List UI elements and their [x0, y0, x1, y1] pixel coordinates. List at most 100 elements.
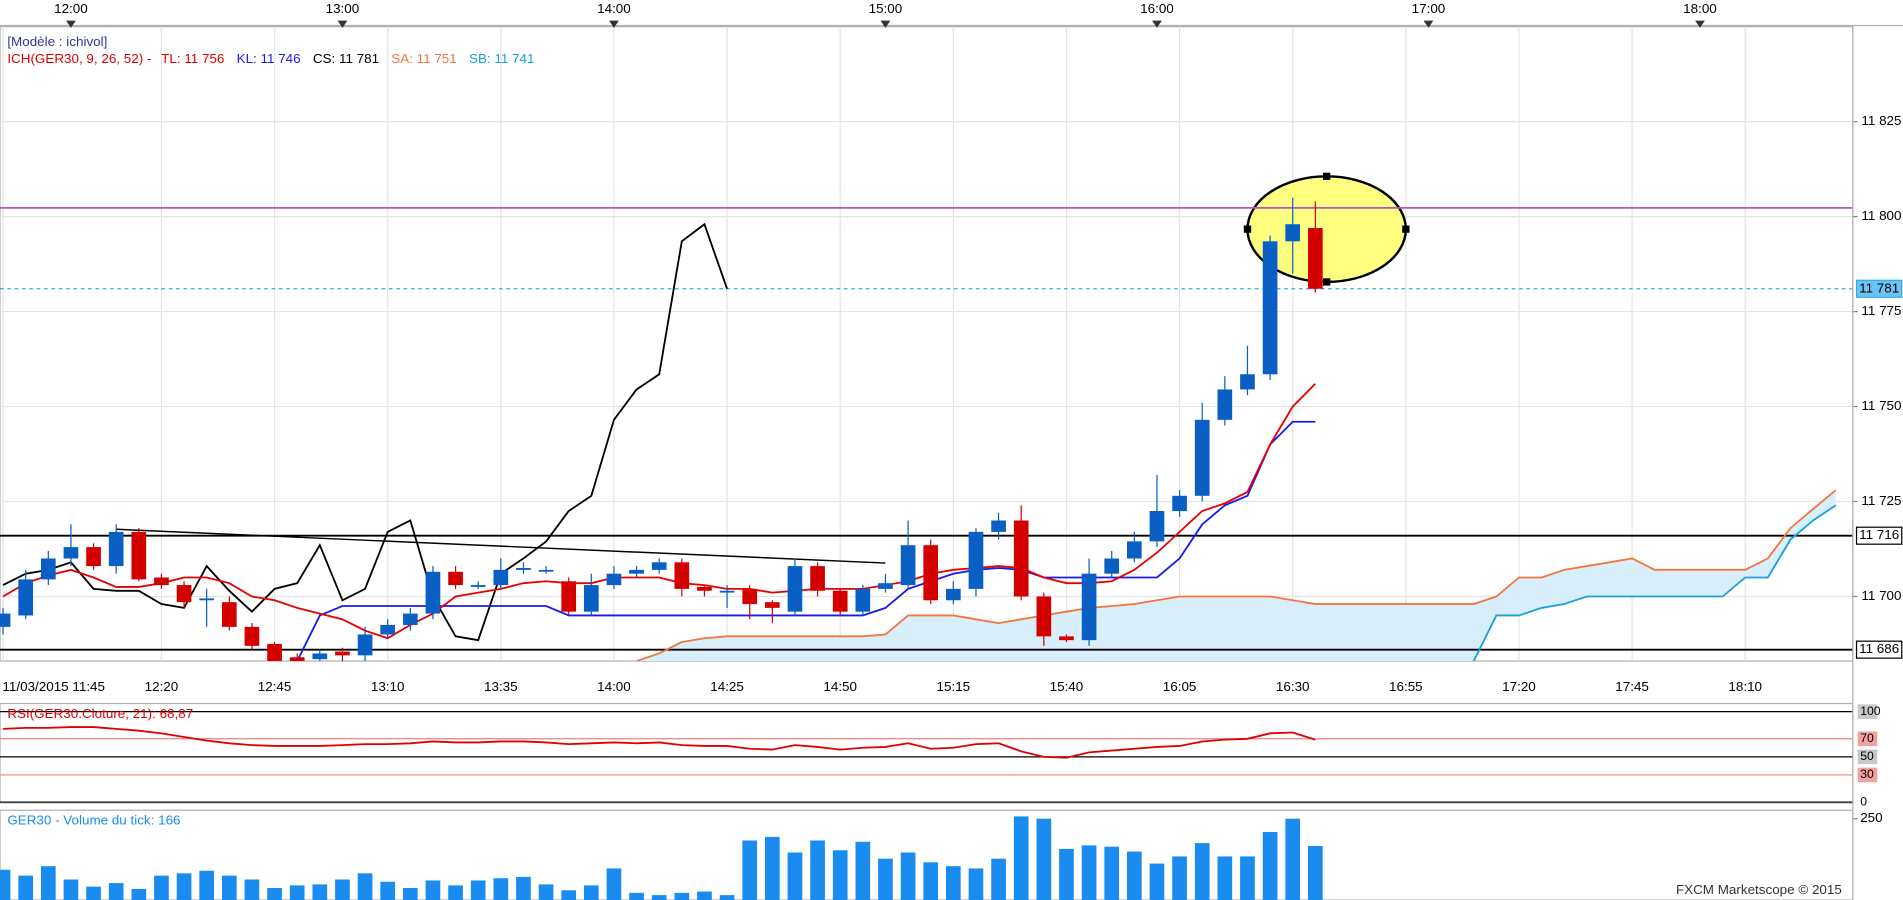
- candle-body: [855, 588, 871, 612]
- level-label-box: [1855, 640, 1903, 659]
- x-tick-label: 14:50: [823, 679, 857, 694]
- volume-bar: [832, 850, 848, 900]
- candle-body: [86, 547, 101, 567]
- top-axis-label: 15:00: [869, 1, 903, 16]
- volume-bar: [764, 836, 780, 900]
- candle-body: [991, 520, 1006, 532]
- volume-bar: [86, 886, 101, 900]
- candle-body: [1194, 419, 1210, 496]
- y-tick-label: 0: [1860, 794, 1867, 808]
- volume-plot: [0, 816, 1323, 900]
- x-tick-label: 16:30: [1276, 679, 1310, 694]
- volume-bar: [968, 868, 984, 900]
- ellipse-handle: [1322, 278, 1331, 286]
- volume-bar: [878, 858, 893, 900]
- top-axis-label: 18:00: [1683, 1, 1717, 16]
- top-axis-label: 14:00: [597, 1, 631, 16]
- y-tick-label: 11 800: [1861, 208, 1901, 223]
- volume-bar: [0, 869, 11, 900]
- candle-body: [945, 588, 961, 601]
- y-tick-label: 50: [1860, 749, 1874, 763]
- volume-bar: [335, 879, 350, 900]
- candle-body: [244, 626, 260, 646]
- candle-body: [1285, 224, 1301, 242]
- main-plot: [0, 26, 1853, 662]
- volume-bar: [1104, 846, 1120, 900]
- volume-bar: [176, 873, 192, 900]
- cloud-fill: [636, 490, 1836, 662]
- candle-body: [289, 657, 305, 662]
- level-label-box: [1855, 526, 1903, 545]
- candle-body: [787, 566, 803, 612]
- candle-body: [108, 531, 124, 567]
- top-axis-label: 13:00: [326, 1, 360, 16]
- y-tick-label: 11 775: [1861, 303, 1901, 318]
- volume-bar: [289, 885, 305, 900]
- senkou-a-line: [636, 489, 1837, 662]
- x-tick-label: 12:45: [258, 679, 292, 694]
- tick-label-box: [1857, 731, 1878, 747]
- candle-body: [63, 547, 79, 559]
- top-axis-marker: [1423, 20, 1434, 28]
- volume-bar: [651, 895, 667, 900]
- volume-bar: [945, 866, 961, 900]
- volume-bar: [199, 870, 215, 900]
- level-label: 11 716: [1859, 527, 1899, 542]
- volume-bar: [1081, 845, 1097, 900]
- candle-body: [335, 651, 350, 656]
- candle-body: [18, 579, 34, 616]
- candle-body: [380, 624, 396, 635]
- candle-body: [1127, 541, 1142, 559]
- x-tick-label: 18:10: [1728, 679, 1762, 694]
- volume-bar: [312, 884, 328, 900]
- chikou-line: [2, 222, 728, 642]
- candle-body: [651, 562, 667, 570]
- indicator-value: CS: 11 781: [313, 51, 379, 66]
- volume-bar: [583, 885, 599, 900]
- candle-body: [697, 586, 712, 591]
- kijun-line: [296, 420, 1316, 662]
- candle-body: [900, 545, 916, 586]
- candle-body: [583, 585, 599, 612]
- x-tick-label: 15:40: [1050, 679, 1084, 694]
- volume-bar: [674, 892, 690, 900]
- candle-body: [1036, 596, 1052, 637]
- volume-bar: [1127, 851, 1142, 900]
- volume-bar: [1217, 856, 1233, 900]
- level-label: 11 781: [1859, 280, 1899, 295]
- indicator-label: ICH(GER30, 9, 26, 52) -: [7, 51, 151, 66]
- top-axis-marker: [337, 20, 348, 28]
- volume-bar: [18, 875, 34, 900]
- y-tick-label: 11 825: [1861, 113, 1901, 128]
- volume-bar: [108, 883, 124, 900]
- trend-line: [116, 528, 886, 564]
- x-tick-label: 13:10: [371, 679, 405, 694]
- candle-body: [1081, 573, 1097, 641]
- candle-body: [810, 566, 825, 591]
- candle-body: [357, 634, 373, 656]
- candle-body: [199, 598, 215, 601]
- candle-body: [176, 585, 192, 603]
- volume-bar: [1172, 856, 1187, 900]
- top-axis-marker: [1695, 20, 1705, 28]
- candle-body: [1059, 636, 1074, 641]
- volume-bar: [1036, 818, 1052, 900]
- volume-bar: [538, 884, 554, 900]
- candle-body: [312, 653, 328, 660]
- indicator-value: SB: 11 741: [469, 51, 534, 66]
- top-axis-label: 17:00: [1412, 1, 1446, 16]
- tick-label-box: [1857, 704, 1878, 719]
- volume-bar: [629, 892, 644, 900]
- x-tick-label: 15:15: [937, 679, 971, 694]
- candle-body: [516, 567, 531, 570]
- candle-body: [538, 569, 554, 572]
- y-tick-label: 11 725: [1861, 493, 1901, 508]
- volume-bar: [1013, 816, 1029, 900]
- ellipse-handle: [1243, 225, 1252, 233]
- candle-body: [1262, 241, 1278, 375]
- volume-label: GER30 - Volume du tick: 166: [7, 813, 180, 828]
- candle-body: [1217, 389, 1233, 420]
- volume-bar: [1194, 843, 1210, 900]
